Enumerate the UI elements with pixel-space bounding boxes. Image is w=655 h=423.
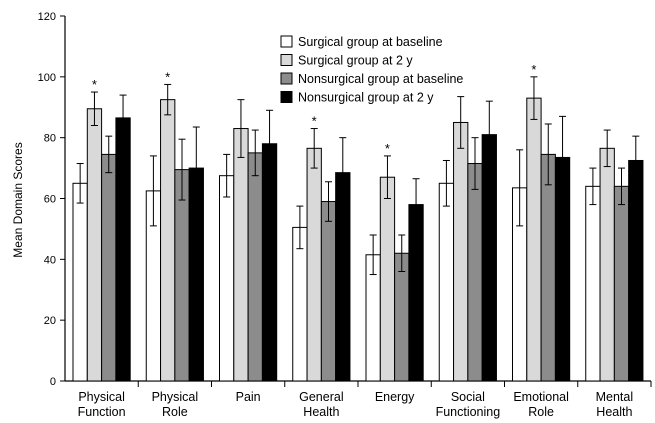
legend-label: Nonsurgical group at baseline <box>298 72 463 86</box>
legend-label: Surgical group at 2 y <box>298 54 413 68</box>
legend-swatch <box>280 72 293 85</box>
significance-star: * <box>312 114 317 129</box>
legend-label: Surgical group at baseline <box>298 35 443 49</box>
bar <box>219 175 235 382</box>
x-tick-label: Pain <box>236 390 261 404</box>
significance-star: * <box>531 62 536 77</box>
bar <box>320 201 337 382</box>
bar <box>467 163 483 382</box>
y-tick-label: 80 <box>44 133 56 145</box>
bar <box>379 176 396 382</box>
significance-star: * <box>92 77 97 92</box>
legend-label: Nonsurgical group at 2 y <box>298 91 434 105</box>
y-tick-label: 0 <box>50 376 56 388</box>
bar <box>101 153 117 382</box>
bar <box>613 185 630 382</box>
x-tick-label: Physical Function <box>78 390 126 419</box>
significance-star: * <box>385 141 390 156</box>
bar <box>292 226 308 382</box>
significance-markers: * * * * * <box>92 62 537 156</box>
error-bars-layer <box>76 76 640 276</box>
bar <box>72 182 88 382</box>
bar <box>585 185 601 382</box>
legend-swatch <box>280 35 293 48</box>
y-tick-label: 120 <box>38 11 56 23</box>
bar <box>526 97 542 382</box>
x-tick-label: Physical Role <box>152 390 199 419</box>
x-tick-label: Energy <box>375 390 415 404</box>
y-tick-label: 60 <box>44 194 56 206</box>
y-axis-label: Mean Domain Scores <box>11 142 25 257</box>
bar <box>86 108 103 382</box>
bar <box>233 128 249 382</box>
bar <box>247 152 263 382</box>
bar <box>408 204 424 382</box>
legend-swatch <box>280 54 293 66</box>
bar <box>540 153 556 382</box>
axes: 0 20 40 60 80 100 120 Physical Function Physical R… <box>38 11 652 419</box>
x-tick-label: Emotional Role <box>513 390 569 419</box>
bar <box>261 143 278 382</box>
legend-swatch <box>280 91 293 103</box>
y-tick-label: 100 <box>38 72 56 84</box>
bar <box>438 182 455 382</box>
bar <box>453 121 469 382</box>
bar <box>160 99 176 382</box>
bar <box>115 117 131 382</box>
bar <box>628 159 644 382</box>
bar <box>174 169 190 382</box>
x-tick-label: General Health <box>299 390 343 419</box>
significance-star: * <box>165 69 170 84</box>
bar <box>481 134 497 382</box>
y-tick-label: 40 <box>44 254 56 266</box>
bar <box>394 252 410 382</box>
bar <box>599 147 615 382</box>
x-tick-label: Social Functioning <box>436 390 501 419</box>
y-tick-label: 20 <box>44 315 56 327</box>
legend: Surgical group at baseline Surgical group… <box>280 35 463 105</box>
x-tick-label: Mental Health <box>596 390 634 419</box>
bar <box>306 147 322 382</box>
bars-layer <box>72 97 644 382</box>
